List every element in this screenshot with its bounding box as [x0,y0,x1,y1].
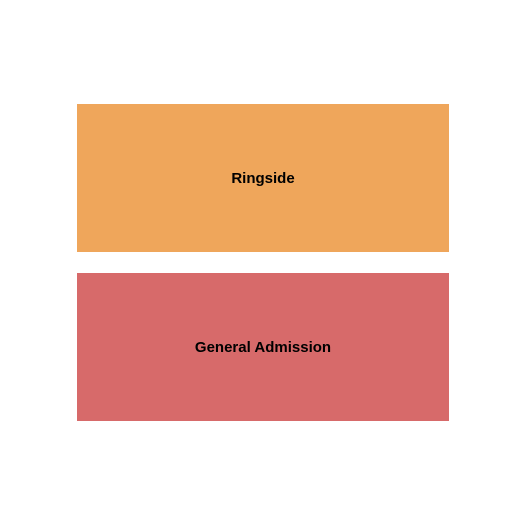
section-ringside[interactable]: Ringside [77,104,449,252]
section-label-general-admission: General Admission [195,339,331,356]
section-general-admission[interactable]: General Admission [77,273,449,421]
section-label-ringside: Ringside [231,170,294,187]
